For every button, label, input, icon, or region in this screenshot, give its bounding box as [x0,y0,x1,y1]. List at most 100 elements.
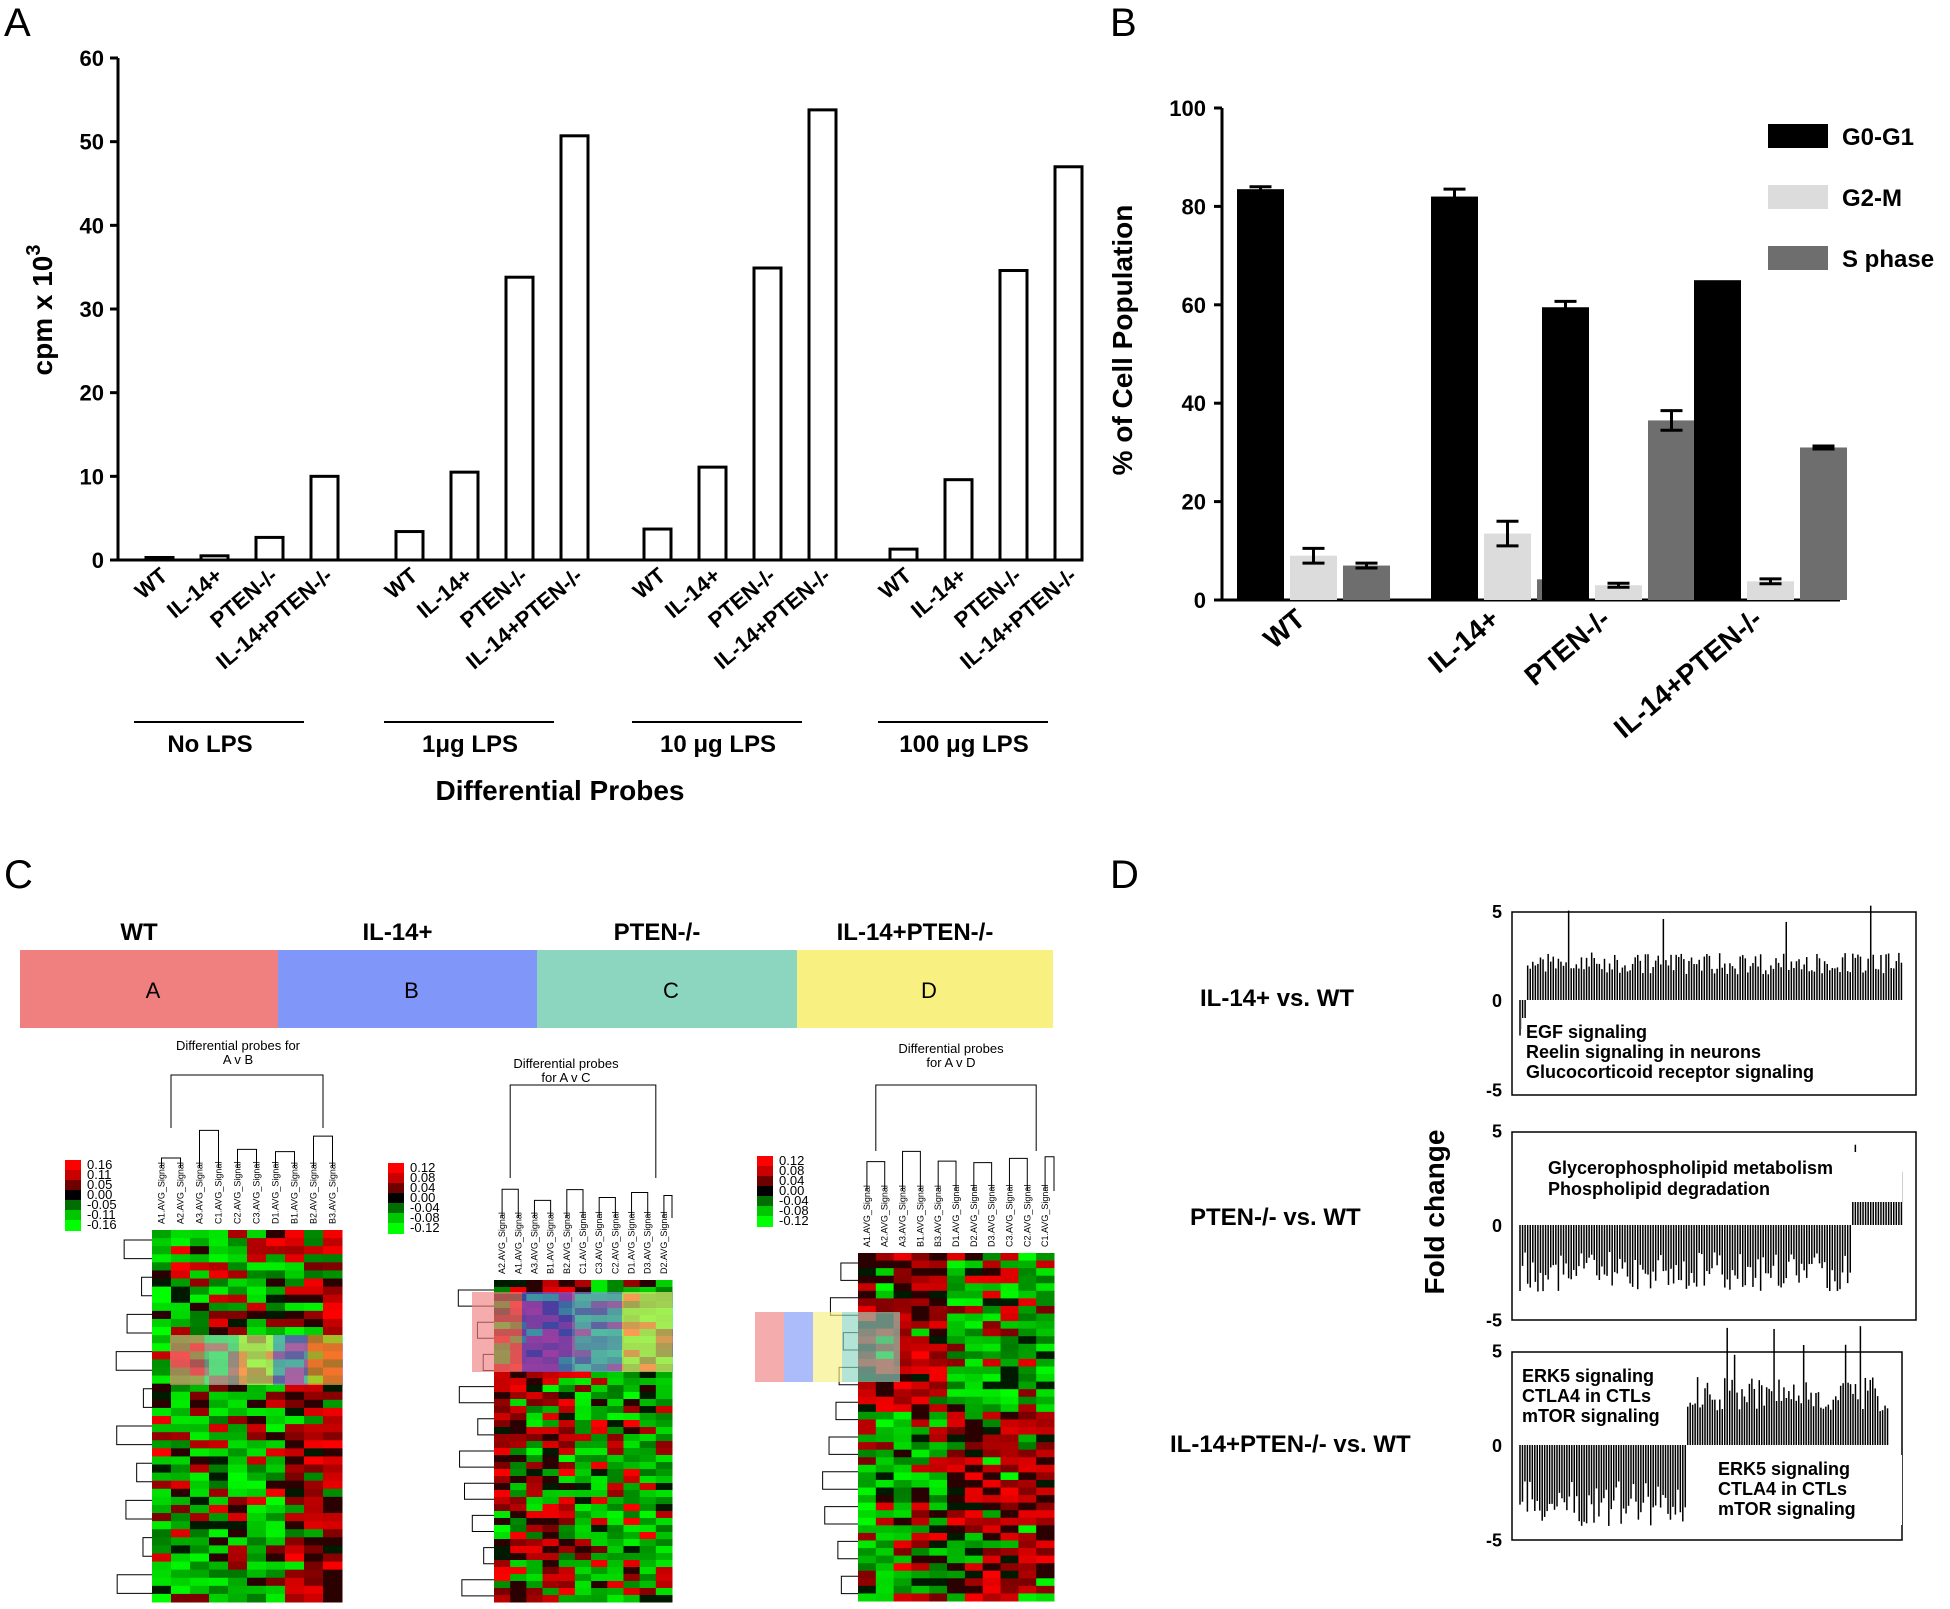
heatmap-cell [304,1553,324,1563]
heatmap-cell [893,1374,912,1383]
heatmap-cell [947,1540,966,1549]
heatmap-cell [323,1416,343,1425]
heatmap-cell [911,1253,930,1262]
heatmap-cell [190,1318,210,1328]
heatmap-cell [639,1399,657,1407]
heatmap-cell [964,1593,984,1602]
heatmap-cell [323,1383,343,1393]
heatmap-cell [1036,1548,1055,1557]
heatmap-cell [964,1555,984,1564]
heatmap-cell [209,1238,229,1247]
heatmap-cell [639,1511,657,1519]
heatmap-cell [1036,1381,1055,1390]
heatmap-cell [607,1476,624,1484]
group-title: IL-14+PTEN-/- [837,919,994,946]
heatmap-cell [510,1434,527,1442]
heatmap-cell [591,1280,608,1288]
pathway-note: mTOR signaling [1718,1499,1856,1519]
heatmap-cell [574,1539,592,1547]
heatmap-cell [1036,1305,1055,1315]
heatmap-cell [1018,1570,1037,1579]
y-tick-label: -5 [1486,1311,1502,1331]
heatmap-cell [171,1294,191,1304]
heatmap-cell [929,1532,948,1541]
heatmap-cell [982,1260,1002,1269]
heatmap-cell [607,1434,624,1442]
heatmap-cell [623,1490,641,1498]
heatmap-cell [323,1278,343,1288]
heatmap-cell [947,1260,966,1269]
heatmap-cell [574,1497,592,1505]
heatmap-cell [964,1449,984,1458]
heatmap-cell [947,1495,966,1504]
heatmap-cell [171,1432,191,1441]
heatmap-cell [639,1595,657,1603]
heatmap-cell [982,1305,1002,1315]
heatmap-cell [1000,1336,1019,1345]
y-axis-label: cpm x 103 [23,245,58,376]
heatmap-cell [574,1532,592,1540]
heatmap-cell [285,1327,305,1336]
heatmap-cell [494,1462,511,1470]
heatmap-cell [1000,1358,1019,1367]
heatmap-cell [171,1480,191,1490]
heatmap-cell [911,1374,930,1383]
heatmap-cell [964,1563,984,1572]
heatmap-cell [285,1545,305,1554]
pathway-note: Glycerophospholipid metabolism [1548,1158,1833,1178]
heatmap-cell [929,1442,948,1451]
heatmap-cell [542,1406,560,1414]
heatmap-cell [304,1230,324,1239]
heatmap-cell [1036,1283,1055,1292]
heatmap-cell [574,1560,592,1568]
heatmap-cell [190,1262,210,1271]
heatmap-cell [171,1254,191,1263]
heatmap-cell [209,1561,229,1571]
heatmap-cell [607,1441,624,1449]
heatmap-cell [964,1268,984,1277]
bar [449,470,480,562]
legend-value: -0.11 [87,1207,116,1222]
heatmap-cell [964,1313,984,1322]
heatmap-cell [964,1570,984,1579]
heatmap-cell [152,1537,172,1546]
heatmap-cell [228,1464,248,1474]
heatmap-cell [929,1381,948,1390]
heatmap-cell [510,1518,527,1526]
heatmap-cell [639,1588,657,1596]
heatmap-cell [152,1488,172,1498]
heatmap-title: for A v C [541,1070,590,1085]
dendrogram-branch [275,1151,295,1168]
heatmap-cell [964,1442,984,1451]
heatmap-cell [304,1585,324,1595]
heatmap-cell [228,1521,248,1530]
heatmap-cell [542,1413,560,1421]
heatmap-cell [190,1424,210,1433]
heatmap-cell [929,1578,948,1587]
heatmap-cell [323,1310,343,1320]
heatmap-cell [929,1585,948,1594]
heatmap-cell [982,1487,1002,1496]
category-label: WT [1258,603,1311,655]
heatmap-cell [623,1280,641,1288]
heatmap-cell [247,1456,267,1466]
heatmap-cell [1036,1253,1055,1262]
heatmap-cell [1000,1298,1019,1307]
heatmap-cell [152,1286,172,1296]
heatmap-cell [964,1419,984,1428]
bar [998,269,1029,562]
heatmap-cell [266,1286,286,1296]
heatmap-cell [266,1545,286,1554]
heatmap-cell [655,1539,673,1547]
heatmap-cell [893,1313,912,1322]
heatmap-cell [947,1396,966,1405]
heatmap-cell [964,1495,984,1504]
heatmap-cell [1036,1479,1055,1489]
heatmap-cell [911,1532,930,1541]
heatmap-cell [1018,1457,1037,1466]
heatmap-cell [266,1569,286,1579]
heatmap-cell [655,1553,673,1561]
heatmap-cell [639,1532,657,1540]
heatmap-cell [964,1404,984,1413]
heatmap-cell [591,1462,608,1470]
